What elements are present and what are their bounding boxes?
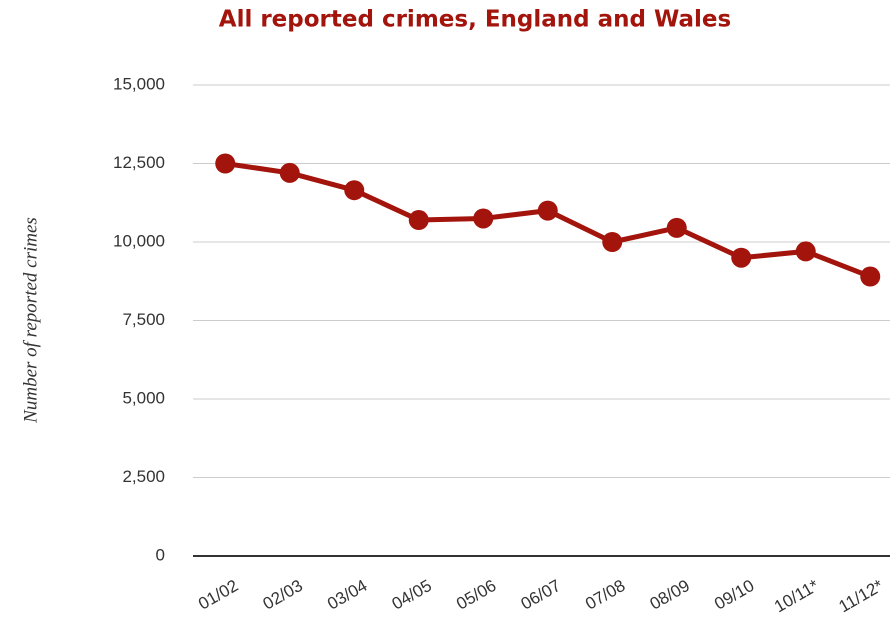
y-tick-label: 12,500 bbox=[113, 153, 165, 172]
point bbox=[215, 153, 236, 174]
y-tick-label: 15,000 bbox=[113, 74, 165, 93]
x-tick-label: 10/11* bbox=[771, 576, 822, 617]
point bbox=[731, 247, 752, 268]
point bbox=[408, 210, 429, 231]
point bbox=[473, 208, 494, 229]
x-tick-label: 05/06 bbox=[453, 576, 499, 614]
y-axis-label: Number of reported crimes bbox=[20, 217, 41, 424]
x-tick-label: 09/10 bbox=[711, 576, 757, 614]
point bbox=[666, 217, 687, 238]
x-tick-label: 07/08 bbox=[582, 576, 628, 614]
x-tick-label: 06/07 bbox=[518, 576, 564, 614]
point bbox=[860, 266, 881, 287]
point bbox=[344, 180, 365, 201]
x-tick-label: 11/12* bbox=[836, 576, 887, 617]
point bbox=[537, 200, 558, 221]
y-tick-label: 2,500 bbox=[122, 467, 165, 486]
y-tick-label: 0 bbox=[156, 545, 165, 564]
y-tick-label: 5,000 bbox=[122, 388, 165, 407]
x-tick-label: 04/05 bbox=[389, 576, 435, 614]
x-tick-label: 08/09 bbox=[647, 576, 693, 614]
y-tick-label: 7,500 bbox=[122, 310, 165, 329]
x-tick-label: 02/03 bbox=[260, 576, 306, 614]
x-tick-label: 03/04 bbox=[324, 576, 370, 614]
point bbox=[795, 241, 816, 262]
x-tick-label: 01/02 bbox=[195, 576, 241, 614]
point bbox=[602, 232, 623, 252]
chart-title: All reported crimes, England and Wales bbox=[219, 7, 731, 33]
y-tick-label: 10,000 bbox=[113, 231, 165, 250]
point bbox=[279, 162, 300, 183]
